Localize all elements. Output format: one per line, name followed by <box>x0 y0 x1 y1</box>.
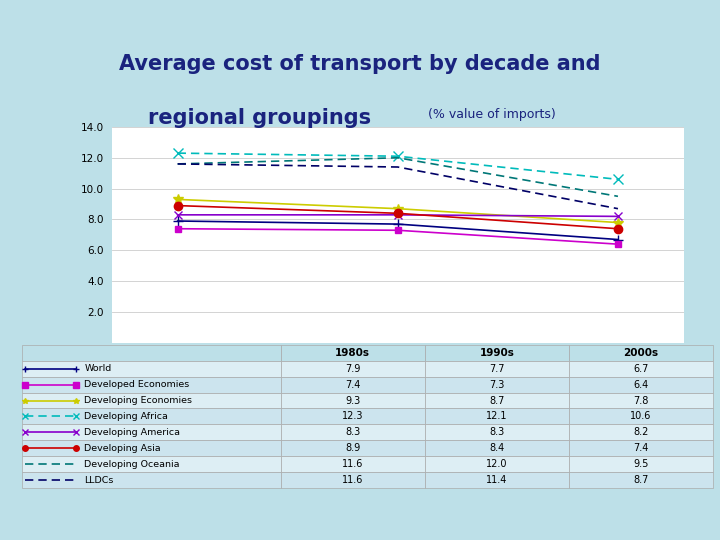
Bar <box>569 440 713 456</box>
Bar <box>425 424 569 440</box>
Text: LLDCs: LLDCs <box>84 476 114 484</box>
Bar <box>22 393 281 408</box>
Bar <box>281 361 425 376</box>
Text: Developing Oceania: Developing Oceania <box>84 460 180 469</box>
Bar <box>22 361 281 376</box>
Text: 11.4: 11.4 <box>486 475 508 485</box>
Bar <box>281 408 425 424</box>
Text: 6.4: 6.4 <box>633 380 649 389</box>
Text: World: World <box>84 364 112 373</box>
Bar <box>569 361 713 376</box>
Text: 8.7: 8.7 <box>489 395 505 406</box>
Bar <box>569 345 713 361</box>
Text: 12.3: 12.3 <box>342 411 364 421</box>
Text: 8.3: 8.3 <box>489 427 505 437</box>
Text: 7.8: 7.8 <box>633 395 649 406</box>
Bar <box>569 424 713 440</box>
Bar <box>281 376 425 393</box>
Bar <box>22 345 281 361</box>
Text: 12.0: 12.0 <box>486 459 508 469</box>
Text: 7.4: 7.4 <box>633 443 649 453</box>
Bar <box>425 376 569 393</box>
Bar <box>22 408 281 424</box>
Bar <box>281 456 425 472</box>
Text: 12.1: 12.1 <box>486 411 508 421</box>
Bar <box>22 440 281 456</box>
Text: 7.9: 7.9 <box>345 363 361 374</box>
Bar <box>425 440 569 456</box>
Bar <box>281 345 425 361</box>
Bar <box>22 456 281 472</box>
Text: 9.3: 9.3 <box>345 395 361 406</box>
Bar <box>425 393 569 408</box>
Bar <box>425 472 569 488</box>
Text: 7.4: 7.4 <box>345 380 361 389</box>
Bar <box>569 393 713 408</box>
Bar <box>569 456 713 472</box>
Bar <box>22 472 281 488</box>
Text: 8.9: 8.9 <box>345 443 361 453</box>
Bar <box>281 472 425 488</box>
Text: 9.5: 9.5 <box>633 459 649 469</box>
Text: 6.7: 6.7 <box>633 363 649 374</box>
Bar <box>281 440 425 456</box>
Text: Developing America: Developing America <box>84 428 180 437</box>
Text: Developing Asia: Developing Asia <box>84 444 161 453</box>
Text: Developing Economies: Developing Economies <box>84 396 192 405</box>
Bar <box>425 408 569 424</box>
Text: 10.6: 10.6 <box>630 411 652 421</box>
Text: 8.3: 8.3 <box>345 427 361 437</box>
Text: Developing Africa: Developing Africa <box>84 412 168 421</box>
Text: Developed Economies: Developed Economies <box>84 380 189 389</box>
Text: 1980s: 1980s <box>336 348 370 358</box>
Text: 7.7: 7.7 <box>489 363 505 374</box>
Text: (% value of imports): (% value of imports) <box>428 108 556 121</box>
Text: 2000s: 2000s <box>624 348 658 358</box>
Text: 11.6: 11.6 <box>342 475 364 485</box>
Bar <box>425 456 569 472</box>
Text: 8.4: 8.4 <box>489 443 505 453</box>
Text: regional groupings: regional groupings <box>148 108 371 128</box>
Bar <box>425 361 569 376</box>
Bar <box>22 424 281 440</box>
Bar <box>569 472 713 488</box>
Text: 1990s: 1990s <box>480 348 514 358</box>
Bar <box>569 376 713 393</box>
Text: 11.6: 11.6 <box>342 459 364 469</box>
Text: 8.2: 8.2 <box>633 427 649 437</box>
Bar <box>22 376 281 393</box>
Bar <box>569 408 713 424</box>
Text: 7.3: 7.3 <box>489 380 505 389</box>
Text: Average cost of transport by decade and: Average cost of transport by decade and <box>120 54 600 74</box>
Text: 8.7: 8.7 <box>633 475 649 485</box>
Bar <box>281 393 425 408</box>
Bar <box>425 345 569 361</box>
Bar <box>281 424 425 440</box>
